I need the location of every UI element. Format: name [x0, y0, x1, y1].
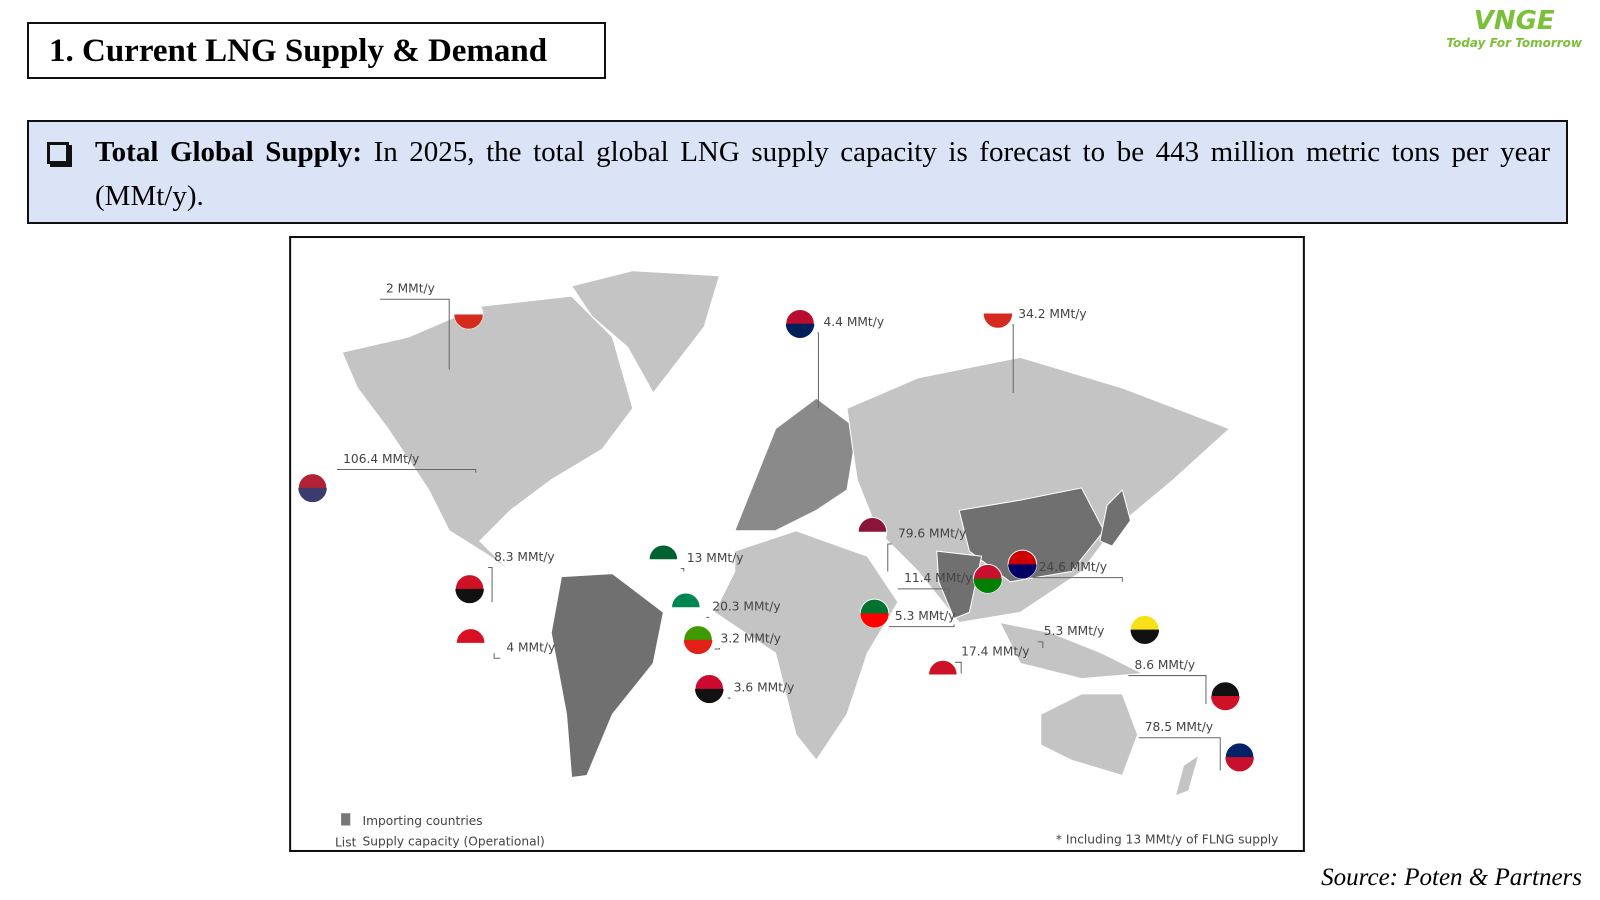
flag-detail — [1130, 629, 1160, 644]
flag-detail — [649, 559, 678, 574]
supply-label: 2 MMt/y — [386, 282, 435, 296]
legend-importing: Importing countries — [363, 814, 483, 828]
bullet-label: Total Global Supply: — [95, 136, 363, 168]
africa — [713, 530, 899, 762]
flag-detail — [928, 674, 958, 689]
flag-detail — [683, 639, 713, 655]
supply-label: 11.4 MMt/y — [904, 571, 972, 585]
supply-label: 20.3 MMt/y — [712, 600, 780, 614]
slide-title: 1. Current LNG Supply & Demand — [27, 22, 606, 79]
map: 2 MMt/y 4.4 MMt/y 34.2 MMt/y 106.4 MMt/y 8.3… — [289, 236, 1305, 852]
supply-label: 4 MMt/y — [506, 641, 555, 655]
leader-line — [955, 661, 962, 674]
supply-label: 3.6 MMt/y — [734, 680, 795, 694]
leader-line — [897, 588, 950, 603]
logo-mark: VNGE — [1473, 6, 1555, 36]
australia — [1040, 693, 1139, 777]
supply-label: 5.3 MMt/y — [895, 609, 956, 623]
flag-detail — [298, 487, 327, 503]
bullet-text: In 2025, the total global LNG supply cap… — [95, 136, 1550, 212]
leader-line — [1012, 324, 1014, 394]
labels: 2 MMt/y 4.4 MMt/y 34.2 MMt/y 106.4 MMt/y 8.3… — [297, 282, 1255, 772]
supply-label: 106.4 MMt/y — [343, 452, 419, 466]
supply-label: 5.3 MMt/y — [1044, 624, 1105, 638]
supply-label: 78.5 MMt/y — [1145, 720, 1213, 734]
leader-line — [888, 624, 955, 628]
landmass — [341, 270, 1231, 797]
flag-detail — [456, 642, 485, 658]
flag-detail — [455, 588, 484, 604]
flag-detail — [785, 323, 815, 338]
supply-label: 3.2 MMt/y — [721, 631, 782, 645]
leader-line — [714, 648, 720, 650]
bullet-icon — [47, 142, 69, 164]
logo-tagline: Today For Tomorrow — [1446, 36, 1582, 50]
leader-line — [1138, 737, 1221, 771]
leader-line — [1037, 641, 1044, 649]
supply-label: 34.2 MMt/y — [1018, 307, 1086, 321]
supply-label: 24.6 MMt/y — [1039, 560, 1107, 574]
japan — [1099, 488, 1132, 547]
supply-label: 8.6 MMt/y — [1135, 658, 1196, 672]
supply-label: 13 MMt/y — [687, 551, 744, 565]
greenland — [570, 270, 721, 394]
flag-detail — [1225, 757, 1254, 772]
supply-label: 79.6 MMt/y — [898, 526, 966, 540]
flag-detail — [1211, 695, 1240, 711]
flag-detail — [1008, 564, 1037, 579]
leader-line — [337, 469, 477, 473]
flag-detail — [454, 314, 483, 329]
leader-line — [493, 653, 501, 659]
legend-swatch — [341, 813, 351, 826]
leader-line — [727, 697, 731, 700]
flag-detail — [860, 613, 889, 628]
india — [936, 550, 983, 620]
footnote: * Including 13 MMt/y of FLNG supply — [1056, 832, 1279, 846]
source: Source: Poten & Partners — [1321, 864, 1582, 891]
new-zealand — [1174, 753, 1200, 797]
leader-line — [817, 332, 819, 409]
legend-list: List — [335, 835, 357, 849]
leader-line — [1032, 577, 1123, 582]
supply-label: 8.3 MMt/y — [494, 550, 555, 564]
legend-supply: Supply capacity (Operational) — [363, 834, 545, 848]
flag-detail — [695, 688, 724, 704]
supply-label: 17.4 MMt/y — [961, 645, 1029, 659]
leader-line — [680, 567, 685, 572]
flag-detail — [983, 313, 1013, 328]
flag-detail — [973, 578, 1002, 593]
south-america — [550, 573, 664, 779]
flag-detail — [671, 607, 701, 622]
leader-line — [887, 543, 892, 572]
logo: VNGE Today For Tomorrow — [1446, 6, 1582, 50]
leader-line — [1128, 675, 1207, 705]
flag-detail — [858, 531, 887, 547]
leader-line — [379, 298, 450, 370]
supply-label: 4.4 MMt/y — [824, 315, 885, 329]
leader-line — [487, 566, 493, 603]
southeast-asia — [999, 621, 1145, 680]
bullet: Total Global Supply: In 2025, the total … — [27, 120, 1568, 224]
